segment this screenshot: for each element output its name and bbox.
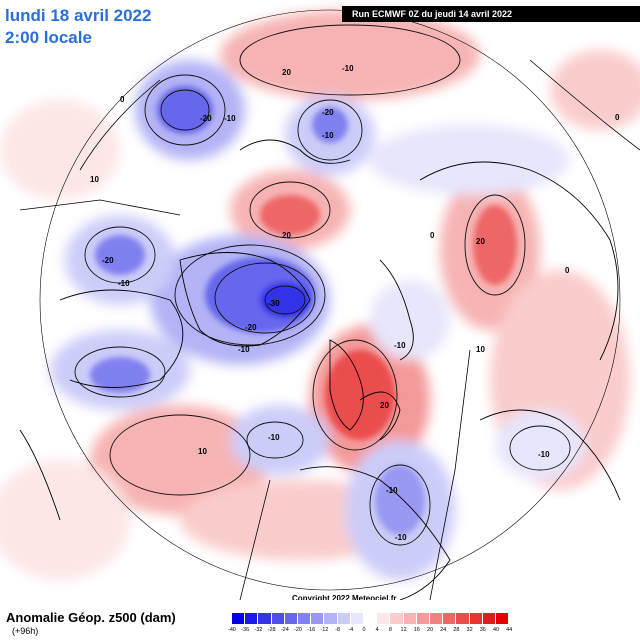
legend-tick-label: -28 bbox=[267, 627, 276, 633]
legend-swatch bbox=[430, 613, 444, 624]
legend-swatch bbox=[232, 613, 246, 624]
svg-text:10: 10 bbox=[476, 345, 485, 354]
svg-text:20: 20 bbox=[282, 231, 291, 240]
legend-swatch bbox=[298, 613, 312, 624]
legend-tick-label: 8 bbox=[388, 627, 392, 633]
legend-swatch bbox=[337, 613, 351, 624]
legend-swatch bbox=[350, 613, 364, 624]
legend-tick-label: -4 bbox=[348, 627, 354, 633]
legend-tick-label: -24 bbox=[280, 627, 289, 633]
svg-text:0: 0 bbox=[565, 266, 570, 275]
legend-swatch bbox=[324, 613, 338, 624]
legend-tick-label: 20 bbox=[426, 627, 434, 633]
svg-text:-10: -10 bbox=[386, 486, 398, 495]
legend-tick-label: -16 bbox=[307, 627, 316, 633]
graticule bbox=[19, 9, 640, 600]
legend-tick-label: -32 bbox=[254, 627, 263, 633]
legend-tick-label: 44 bbox=[506, 627, 513, 633]
legend-tick-label: 4 bbox=[375, 627, 379, 633]
svg-text:-20: -20 bbox=[322, 108, 334, 117]
legend-tick-label: 12 bbox=[400, 627, 407, 633]
svg-text:10: 10 bbox=[198, 447, 207, 456]
svg-text:-10: -10 bbox=[538, 450, 550, 459]
svg-text:-30: -30 bbox=[268, 299, 280, 308]
coastlines bbox=[19, 139, 621, 600]
svg-text:-10: -10 bbox=[394, 341, 406, 350]
valid-time: 2:00 locale bbox=[5, 28, 92, 47]
svg-text:-10: -10 bbox=[342, 64, 354, 73]
svg-text:-10: -10 bbox=[118, 279, 130, 288]
svg-text:-10: -10 bbox=[224, 114, 236, 123]
legend-swatch bbox=[443, 613, 457, 624]
legend-tick-label: 40 bbox=[492, 627, 500, 633]
legend-tick-label: -8 bbox=[335, 627, 341, 633]
legend-tick-label: 0 bbox=[362, 627, 366, 633]
svg-text:20: 20 bbox=[380, 401, 389, 410]
legend-swatch bbox=[258, 613, 272, 624]
legend-swatch bbox=[456, 613, 470, 624]
svg-text:-10: -10 bbox=[322, 131, 334, 140]
legend-swatch bbox=[364, 613, 378, 624]
anomaly-map: -20 -10 20 -10 -20 -10 20 20 -20 -10 -30… bbox=[0, 9, 640, 600]
svg-text:20: 20 bbox=[476, 237, 485, 246]
svg-text:20: 20 bbox=[282, 68, 291, 77]
legend-swatch bbox=[496, 613, 510, 624]
legend-swatch bbox=[271, 613, 285, 624]
svg-text:-10: -10 bbox=[268, 433, 280, 442]
legend-tick-label: -12 bbox=[320, 627, 329, 633]
legend-tick-label: 32 bbox=[466, 627, 473, 633]
legend-tick-label: 16 bbox=[413, 627, 420, 633]
svg-text:0: 0 bbox=[615, 113, 620, 122]
copyright: Copyright 2022 Meteociel.fr bbox=[292, 594, 397, 603]
svg-text:-10: -10 bbox=[395, 533, 407, 542]
legend-swatch bbox=[390, 613, 404, 624]
legend-swatch bbox=[403, 613, 417, 624]
legend-swatch bbox=[311, 613, 325, 624]
svg-text:-20: -20 bbox=[245, 323, 257, 332]
legend-tick-label: -40 bbox=[228, 627, 236, 633]
anomaly-shading bbox=[0, 10, 640, 580]
legend-swatch bbox=[416, 613, 430, 624]
svg-text:10: 10 bbox=[90, 175, 99, 184]
svg-text:0: 0 bbox=[120, 95, 125, 104]
legend-swatch bbox=[245, 613, 259, 624]
svg-text:-20: -20 bbox=[102, 256, 114, 265]
lead-time: (+96h) bbox=[12, 626, 39, 636]
legend-tick-label: 24 bbox=[440, 627, 447, 633]
legend-tick-label: 36 bbox=[479, 627, 486, 633]
svg-text:-10: -10 bbox=[238, 345, 250, 354]
contour-labels: -20 -10 20 -10 -20 -10 20 20 -20 -10 -30… bbox=[90, 64, 620, 542]
legend-tick-label: 28 bbox=[453, 627, 460, 633]
legend-swatch bbox=[284, 613, 298, 624]
svg-text:0: 0 bbox=[430, 231, 435, 240]
legend-swatch bbox=[469, 613, 483, 624]
legend-swatch bbox=[377, 613, 391, 624]
legend-swatch bbox=[482, 613, 496, 624]
svg-text:-20: -20 bbox=[200, 114, 212, 123]
legend-tick-label: -20 bbox=[294, 627, 302, 633]
run-banner: Run ECMWF 0Z du jeudi 14 avril 2022 bbox=[342, 6, 640, 22]
product-title: Anomalie Géop. z500 (dam) bbox=[6, 610, 176, 625]
valid-date: lundi 18 avril 2022 bbox=[5, 6, 152, 25]
contour-lines bbox=[74, 24, 571, 546]
legend-tick-label: -36 bbox=[241, 627, 250, 633]
